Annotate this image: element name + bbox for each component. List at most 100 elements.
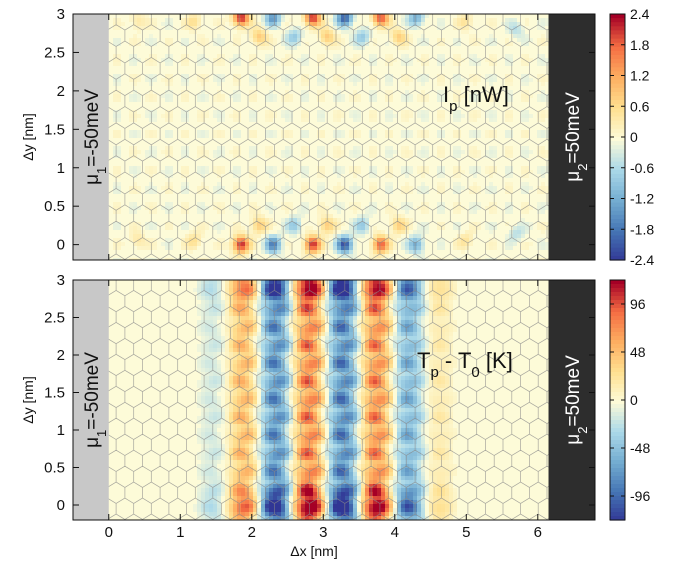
heatmap-cell (329, 30, 333, 34)
heatmap-cell (229, 344, 233, 348)
heatmap-cell (469, 166, 473, 170)
heatmap-cell (201, 484, 205, 488)
heatmap-cell (341, 356, 345, 360)
heatmap-cell (509, 134, 513, 138)
heatmap-cell (269, 328, 273, 332)
heatmap-cell (341, 242, 345, 246)
heatmap-cell (233, 78, 237, 82)
heatmap-cell (181, 246, 185, 250)
heatmap-cell (201, 388, 205, 392)
heatmap-cell (333, 304, 337, 308)
heatmap-cell (349, 254, 353, 258)
heatmap-cell (341, 404, 345, 408)
heatmap-cell (465, 26, 469, 30)
heatmap-cell (249, 352, 253, 356)
heatmap-cell (169, 202, 173, 206)
heatmap-cell (273, 488, 277, 492)
heatmap-cell (505, 258, 509, 260)
heatmap-cell (321, 356, 325, 360)
heatmap-cell (277, 316, 281, 320)
heatmap-cell (245, 246, 249, 250)
heatmap-cell (113, 22, 117, 26)
heatmap-cell (541, 230, 545, 234)
heatmap-cell (185, 98, 189, 102)
heatmap-cell (337, 480, 341, 484)
heatmap-cell (485, 154, 489, 158)
heatmap-cell (473, 74, 477, 78)
heatmap-cell (245, 460, 249, 464)
heatmap-cell (273, 456, 277, 460)
heatmap-cell (261, 340, 265, 344)
heatmap-cell (225, 472, 229, 476)
heatmap-cell (257, 384, 261, 388)
heatmap-cell (465, 242, 469, 246)
heatmap-cell (437, 134, 441, 138)
heatmap-cell (185, 170, 189, 174)
heatmap-cell (197, 476, 201, 480)
heatmap-cell (281, 312, 285, 316)
heatmap-cell (277, 296, 281, 300)
heatmap-cell (169, 110, 173, 114)
heatmap-cell (253, 292, 257, 296)
heatmap-cell (133, 78, 137, 82)
heatmap-cell (485, 206, 489, 210)
heatmap-cell (369, 214, 373, 218)
heatmap-cell (213, 22, 217, 26)
heatmap-cell (337, 508, 341, 512)
heatmap-cell (341, 18, 345, 22)
heatmap-cell (441, 74, 445, 78)
heatmap-cell (337, 472, 341, 476)
heatmap-cell (269, 26, 273, 30)
heatmap-cell (249, 34, 253, 38)
heatmap-cell (265, 420, 269, 424)
heatmap-cell (297, 296, 301, 300)
heatmap-cell (225, 304, 229, 308)
heatmap-cell (341, 512, 345, 516)
heatmap-cell (321, 190, 325, 194)
heatmap-cell (205, 42, 209, 46)
heatmap-cell (205, 452, 209, 456)
heatmap-cell (401, 62, 405, 66)
heatmap-cell (169, 82, 173, 86)
heatmap-cell (201, 360, 205, 364)
heatmap-cell (241, 380, 245, 384)
heatmap-cell (289, 130, 293, 134)
heatmap-cell (309, 376, 313, 380)
heatmap-cell (205, 424, 209, 428)
heatmap-cell (317, 110, 321, 114)
heatmap-cell (165, 166, 169, 170)
heatmap-cell (265, 332, 269, 336)
heatmap-cell (285, 396, 289, 400)
heatmap-cell (281, 384, 285, 388)
heatmap-cell (153, 54, 157, 58)
heatmap-cell (305, 150, 309, 154)
heatmap-cell (265, 202, 269, 206)
heatmap-cell (241, 296, 245, 300)
heatmap-cell (309, 424, 313, 428)
heatmap-cell (265, 508, 269, 512)
heatmap-cell (321, 488, 325, 492)
heatmap-cell (285, 166, 289, 170)
heatmap-cell (229, 246, 233, 250)
heatmap-cell (421, 250, 425, 254)
heatmap-cell (301, 480, 305, 484)
heatmap-cell (233, 332, 237, 336)
heatmap-cell (313, 484, 317, 488)
heatmap-cell (545, 154, 549, 158)
heatmap-cell (205, 432, 209, 436)
heatmap-cell (509, 170, 513, 174)
heatmap-cell (293, 348, 297, 352)
heatmap-cell (229, 496, 233, 500)
heatmap-cell (169, 22, 173, 26)
heatmap-cell (313, 464, 317, 468)
heatmap-cell (341, 98, 345, 102)
heatmap-cell (273, 22, 277, 26)
heatmap-cell (181, 170, 185, 174)
heatmap-cell (229, 404, 233, 408)
heatmap-cell (213, 62, 217, 66)
heatmap-cell (205, 440, 209, 444)
heatmap-cell (469, 210, 473, 214)
heatmap-cell (545, 110, 549, 114)
heatmap-cell (473, 98, 477, 102)
heatmap-cell (281, 206, 285, 210)
